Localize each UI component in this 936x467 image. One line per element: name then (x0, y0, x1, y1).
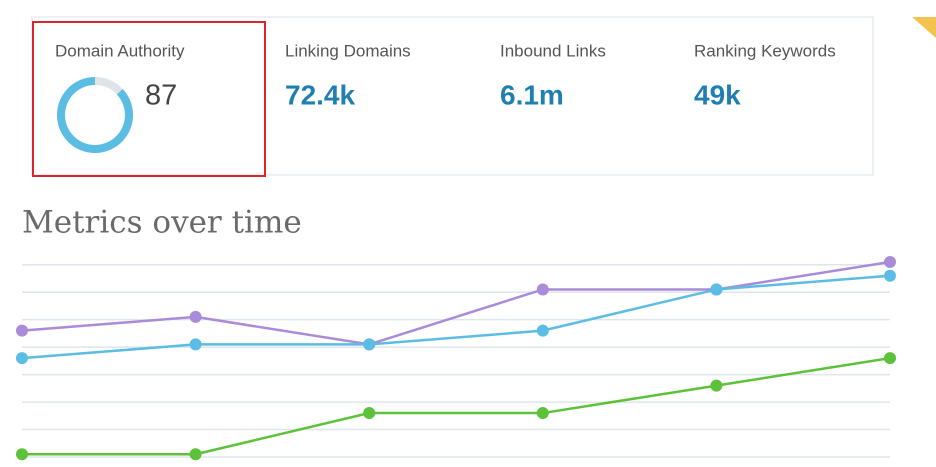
metric-value: 72.4k (285, 79, 355, 110)
data-point (363, 338, 376, 351)
data-point (16, 352, 28, 365)
metric-value: 6.1m (500, 79, 564, 110)
data-point (536, 324, 549, 337)
metric-value: 49k (694, 79, 741, 110)
data-point (710, 283, 723, 296)
data-point (536, 407, 549, 420)
corner-flag (912, 17, 936, 38)
data-point (884, 352, 896, 365)
chart-title: Metrics over time (22, 205, 302, 241)
data-point (884, 255, 896, 268)
data-point (16, 324, 28, 337)
series-line (22, 356, 891, 456)
gauge-arc (57, 77, 133, 153)
metric-label: Linking Domains (285, 41, 411, 60)
data-point (189, 310, 202, 323)
metric-label: Ranking Keywords (694, 41, 836, 60)
data-point (536, 283, 549, 296)
data-point (189, 448, 202, 461)
data-point (710, 379, 723, 392)
chart (16, 255, 896, 461)
metric-label: Inbound Links (500, 41, 606, 60)
data-point (16, 448, 28, 461)
series-line (21, 260, 891, 346)
highlight-box (32, 21, 266, 177)
metrics-card (31, 16, 874, 176)
series-line (21, 274, 891, 360)
data-point (189, 338, 202, 351)
metric-value: 87 (145, 80, 177, 112)
metric-label: Domain Authority (55, 41, 185, 60)
data-point (884, 269, 896, 282)
data-point (363, 407, 376, 420)
